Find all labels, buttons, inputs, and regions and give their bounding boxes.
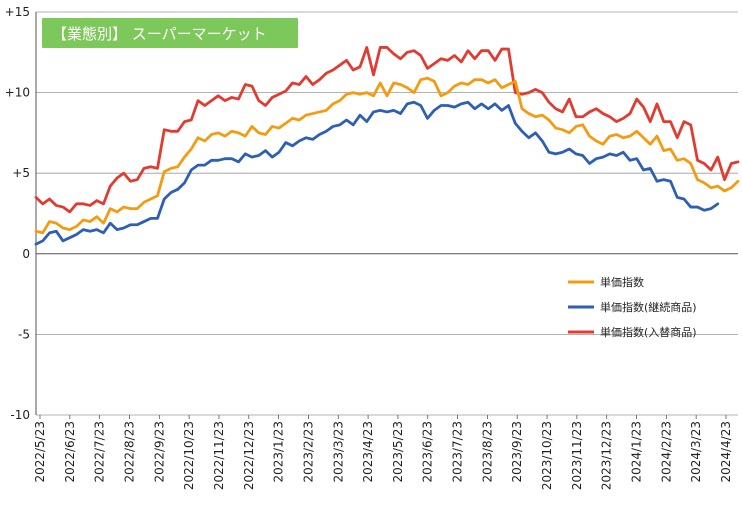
legend-label: 単価指数(継続商品) bbox=[600, 300, 697, 314]
series-line bbox=[34, 46, 740, 214]
x-tick-label: 2023/6/23 bbox=[421, 421, 435, 483]
y-tick-label: +10 bbox=[5, 86, 30, 100]
x-tick-label: 2023/4/23 bbox=[361, 421, 375, 483]
x-tick-label: 2022/9/23 bbox=[152, 421, 166, 483]
y-tick-label: -5 bbox=[18, 327, 30, 341]
x-tick-label: 2024/4/23 bbox=[719, 421, 733, 483]
y-tick-label: +5 bbox=[12, 166, 30, 180]
gridlines bbox=[36, 11, 738, 416]
x-tick-label: 2022/6/23 bbox=[63, 421, 77, 483]
legend-label: 単価指数 bbox=[600, 275, 644, 289]
x-tick-label: 2022/11/23 bbox=[212, 421, 226, 490]
x-tick-label: 2024/2/23 bbox=[659, 421, 673, 483]
x-tick-label: 2023/9/23 bbox=[510, 421, 524, 483]
y-tick-label: 0 bbox=[22, 247, 30, 261]
x-tick-label: 2022/5/23 bbox=[33, 421, 47, 483]
x-tick-label: 2024/1/23 bbox=[630, 421, 644, 483]
x-tick-label: 2023/11/23 bbox=[570, 421, 584, 490]
x-tick-label: 2022/8/23 bbox=[122, 421, 136, 483]
x-tick-label: 2023/7/23 bbox=[451, 421, 465, 483]
series-lines bbox=[34, 46, 740, 246]
x-tick-label: 2022/12/23 bbox=[242, 421, 256, 490]
x-tick-label: 2023/5/23 bbox=[391, 421, 405, 483]
x-tick-label: 2022/7/23 bbox=[93, 421, 107, 483]
chart-title-box: 【業態別】 スーパーマーケット bbox=[42, 18, 298, 48]
x-tick-label: 2023/12/23 bbox=[600, 421, 614, 490]
x-tick-label: 2023/2/23 bbox=[301, 421, 315, 483]
x-tick-label: 2023/1/23 bbox=[272, 421, 286, 483]
chart-title: 【業態別】 スーパーマーケット bbox=[52, 25, 267, 43]
x-tick-label: 2023/10/23 bbox=[540, 421, 554, 490]
x-tick-label: 2023/3/23 bbox=[331, 421, 345, 483]
x-tick-label: 2024/3/23 bbox=[689, 421, 703, 483]
y-tick-label: +15 bbox=[5, 5, 30, 19]
x-axis-ticks: 2022/5/23 2022/6/23 2022/7/23 2022/8/23 2022… bbox=[33, 415, 733, 490]
y-tick-label: -10 bbox=[10, 408, 30, 422]
y-axis-ticks: -10 -5 0 +5 +10 +15 bbox=[5, 5, 30, 422]
series-line bbox=[34, 100, 720, 246]
legend-label: 単価指数(入替商品) bbox=[600, 325, 697, 339]
x-tick-label: 2022/10/23 bbox=[182, 421, 196, 490]
x-tick-label: 2023/8/23 bbox=[480, 421, 494, 483]
series-line bbox=[34, 76, 740, 235]
chart-title-background bbox=[42, 18, 298, 48]
